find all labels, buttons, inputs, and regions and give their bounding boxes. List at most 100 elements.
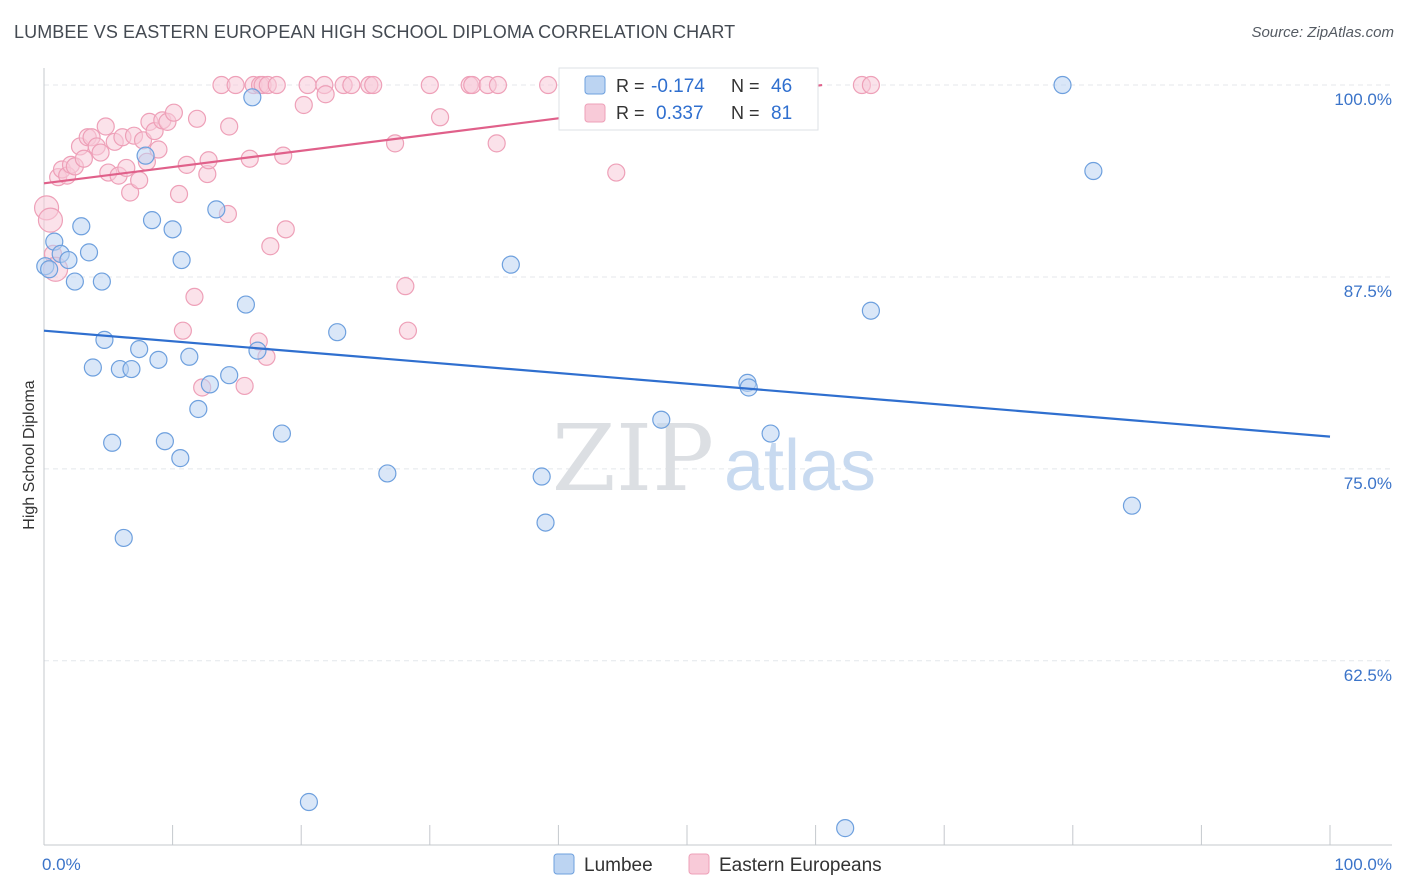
point-lumbee-21 bbox=[171, 449, 190, 468]
x-tick-label-max: 100.0% bbox=[1334, 855, 1392, 874]
point-eastern-77 bbox=[607, 163, 626, 182]
point-eastern-72 bbox=[487, 134, 506, 153]
point-lumbee-43 bbox=[861, 301, 880, 320]
point-eastern-32 bbox=[169, 184, 189, 204]
point-lumbee-7 bbox=[79, 243, 99, 262]
point-eastern-15 bbox=[96, 117, 115, 136]
stats-r-value-2: 0.337 bbox=[656, 103, 704, 124]
point-lumbee-16 bbox=[136, 146, 155, 165]
stats-swatch-lumbee bbox=[584, 75, 606, 95]
axes bbox=[43, 68, 1392, 846]
y-tick-label: 87.5% bbox=[1344, 282, 1392, 301]
y-tick-label: 75.0% bbox=[1344, 474, 1392, 493]
point-lumbee-18 bbox=[149, 350, 168, 369]
point-eastern-74 bbox=[539, 75, 558, 95]
point-eastern-52 bbox=[261, 237, 280, 256]
point-lumbee-38 bbox=[652, 410, 671, 429]
point-eastern-31 bbox=[164, 103, 183, 122]
legend-label-lumbee: Lumbee bbox=[584, 855, 653, 876]
stats-n-value-2: 81 bbox=[771, 103, 792, 124]
point-eastern-65 bbox=[396, 277, 415, 296]
legend-swatch-lumbee bbox=[553, 853, 575, 875]
stats-n-value-1: 46 bbox=[771, 76, 792, 97]
point-eastern-39 bbox=[199, 151, 218, 170]
point-eastern-61 bbox=[342, 75, 361, 95]
point-lumbee-5 bbox=[65, 272, 84, 291]
legend-swatch-eastern bbox=[688, 853, 710, 875]
point-eastern-35 bbox=[185, 287, 204, 306]
point-lumbee-33 bbox=[328, 323, 347, 342]
watermark-atlas: atlas bbox=[724, 426, 876, 506]
y-axis-title: High School Diploma bbox=[21, 380, 38, 530]
point-lumbee-32 bbox=[299, 792, 319, 812]
point-eastern-1 bbox=[37, 207, 64, 233]
watermark-zip: ZIP bbox=[552, 405, 714, 512]
point-lumbee-19 bbox=[155, 432, 174, 451]
point-eastern-63 bbox=[364, 75, 383, 95]
point-eastern-73 bbox=[488, 75, 508, 95]
watermark: ZIP atlas bbox=[552, 405, 876, 512]
stats-n-label-2: N = bbox=[731, 103, 760, 123]
trend-line-lumbee bbox=[43, 329, 1331, 438]
point-lumbee-20 bbox=[163, 220, 182, 239]
point-eastern-44 bbox=[235, 376, 254, 396]
stats-r-label-1: R = bbox=[616, 76, 645, 96]
point-eastern-57 bbox=[294, 95, 313, 115]
point-lumbee-28 bbox=[236, 295, 256, 314]
tick-labels: 100.0% 87.5% 75.0% 62.5% 0.0% 100.0% bbox=[42, 90, 1392, 874]
point-lumbee-11 bbox=[103, 433, 122, 452]
point-lumbee-36 bbox=[532, 467, 551, 486]
point-lumbee-30 bbox=[248, 341, 267, 360]
point-lumbee-6 bbox=[72, 217, 91, 236]
y-tick-label: 62.5% bbox=[1344, 666, 1392, 685]
point-eastern-23 bbox=[130, 171, 149, 190]
point-eastern-70 bbox=[463, 75, 482, 95]
point-eastern-10 bbox=[74, 149, 93, 168]
legend-label-eastern: Eastern Europeans bbox=[719, 855, 882, 876]
point-eastern-43 bbox=[226, 75, 245, 95]
point-lumbee-44 bbox=[1053, 75, 1072, 95]
point-eastern-14 bbox=[91, 143, 110, 162]
point-eastern-21 bbox=[121, 183, 140, 202]
point-lumbee-34 bbox=[378, 464, 397, 483]
point-eastern-54 bbox=[274, 146, 293, 165]
point-lumbee-35 bbox=[501, 255, 520, 274]
point-lumbee-45 bbox=[1084, 161, 1103, 181]
point-eastern-80 bbox=[861, 75, 880, 95]
point-lumbee-27 bbox=[220, 366, 239, 385]
stats-n-label-1: N = bbox=[731, 76, 760, 96]
point-lumbee-1 bbox=[40, 260, 59, 279]
point-eastern-36 bbox=[187, 109, 207, 128]
point-lumbee-41 bbox=[761, 424, 780, 443]
x-tick-label-min: 0.0% bbox=[42, 855, 81, 874]
point-lumbee-37 bbox=[536, 513, 555, 532]
stats-r-value-1: -0.174 bbox=[651, 76, 705, 97]
point-lumbee-25 bbox=[200, 375, 219, 394]
point-lumbee-24 bbox=[189, 399, 208, 419]
point-eastern-67 bbox=[420, 75, 439, 95]
point-lumbee-15 bbox=[130, 340, 149, 359]
point-lumbee-14 bbox=[122, 359, 141, 379]
point-lumbee-26 bbox=[207, 200, 226, 219]
point-lumbee-31 bbox=[272, 424, 292, 443]
stats-swatch-eastern bbox=[584, 103, 606, 123]
point-lumbee-10 bbox=[95, 330, 114, 349]
point-eastern-66 bbox=[398, 321, 418, 340]
point-eastern-68 bbox=[430, 108, 450, 127]
point-eastern-42 bbox=[220, 117, 239, 136]
point-eastern-56 bbox=[298, 75, 317, 95]
point-lumbee-9 bbox=[92, 272, 111, 291]
point-lumbee-13 bbox=[114, 528, 133, 548]
chart-title: LUMBEE VS EASTERN EUROPEAN HIGH SCHOOL D… bbox=[14, 22, 736, 42]
chart-source: Source: ZipAtlas.com bbox=[1251, 24, 1394, 41]
point-lumbee-46 bbox=[1122, 496, 1142, 515]
point-eastern-33 bbox=[173, 321, 192, 340]
point-eastern-53 bbox=[267, 75, 286, 95]
point-eastern-59 bbox=[316, 85, 335, 104]
point-eastern-55 bbox=[276, 220, 295, 239]
series-lumbee bbox=[36, 75, 1142, 838]
point-lumbee-23 bbox=[180, 347, 199, 366]
series-legend: Lumbee Eastern Europeans bbox=[553, 853, 882, 876]
point-lumbee-22 bbox=[172, 250, 191, 270]
point-lumbee-8 bbox=[83, 358, 102, 377]
